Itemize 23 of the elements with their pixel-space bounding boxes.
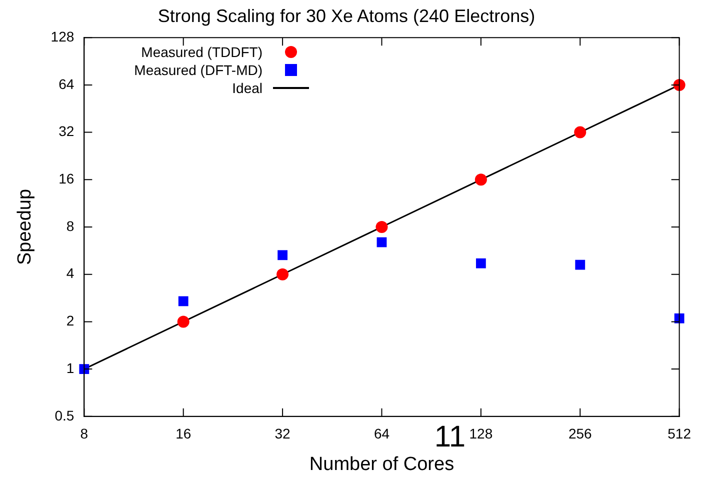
y-tick-label: 8 xyxy=(66,218,74,234)
chart-title: Strong Scaling for 30 Xe Atoms (240 Electrons) xyxy=(158,6,536,26)
text: 11 xyxy=(434,420,466,454)
y-tick-label: 4 xyxy=(66,265,74,282)
x-tick-label: 256 xyxy=(568,426,592,442)
x-axis-title: Number of Cores xyxy=(309,454,454,475)
y-tick-label: 0.5 xyxy=(54,407,74,424)
x-tick-label: 512 xyxy=(668,426,692,442)
y-tick-label: 2 xyxy=(66,312,74,329)
y-tick-label: 1 xyxy=(66,360,74,376)
x-tick-label: 64 xyxy=(374,426,390,442)
legend-label: Measured (DFT-MD) xyxy=(134,60,263,79)
legend-label: Measured (TDDFT) xyxy=(141,42,263,61)
x-tick-label: 32 xyxy=(274,426,291,442)
y-tick-label: 128 xyxy=(50,28,74,44)
x-tick-label: 8 xyxy=(80,426,88,442)
legend-label: Ideal xyxy=(232,78,263,97)
y-tick-label: 16 xyxy=(58,170,74,187)
y-tick-label: 64 xyxy=(58,76,74,92)
x-tick-label: 128 xyxy=(469,426,493,442)
x-tick-label: 16 xyxy=(176,426,192,442)
y-axis-title: Speedup xyxy=(14,188,36,266)
y-tick-label: 32 xyxy=(58,123,74,140)
